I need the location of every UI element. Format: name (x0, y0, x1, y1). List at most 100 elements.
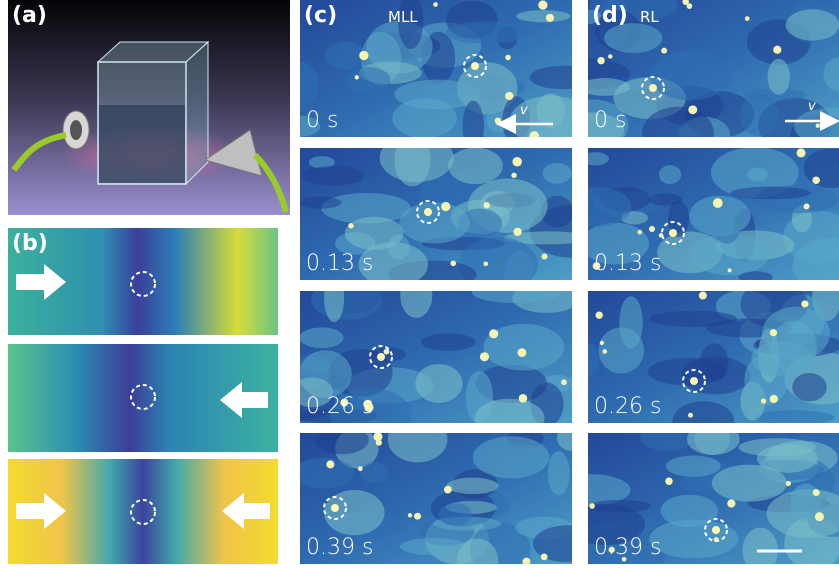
frame: 0.13 s (564, 146, 839, 292)
texture-patch (311, 279, 382, 319)
texture-patch (582, 152, 609, 165)
particle (770, 329, 777, 336)
frame: 0.13 s (299, 134, 610, 303)
texture-patch (325, 42, 365, 70)
frame: 0.26 s (264, 273, 580, 442)
texture-patch (640, 423, 695, 451)
texture-patch (739, 271, 773, 283)
particle (773, 46, 781, 54)
texture-patch (475, 399, 545, 438)
particle (424, 208, 432, 216)
particle (665, 477, 672, 484)
mode-label: RL (640, 8, 659, 26)
particle (519, 394, 528, 403)
texture-patch (302, 166, 364, 186)
particle (495, 118, 501, 124)
particle (450, 261, 456, 267)
texture-patch (757, 444, 818, 473)
texture-patch (299, 196, 341, 208)
particle (511, 173, 516, 178)
texture-patch (748, 168, 768, 182)
texture-patch (446, 21, 528, 43)
texture-patch (324, 274, 344, 323)
texture-patch (730, 187, 810, 200)
time-label: 0.26 s (594, 394, 661, 419)
time-label: 0.13 s (306, 251, 373, 276)
particle (690, 377, 698, 385)
texture-patch (299, 327, 343, 348)
particle (699, 292, 707, 300)
velocity-label: v (808, 99, 816, 114)
mode-label: MLL (388, 8, 418, 26)
texture-patch (557, 425, 584, 451)
particle (546, 14, 554, 22)
particle (688, 105, 697, 114)
particle (813, 489, 820, 496)
texture-patch (576, 343, 599, 376)
particle (801, 300, 808, 307)
particle (761, 398, 766, 403)
frames: 0 s0.13 s0.26 s0.39 s0 s0.13 s0.26 s0.39… (264, 0, 839, 564)
texture-patch (394, 80, 480, 109)
frame: 0.39 s (292, 416, 601, 564)
particle (541, 553, 548, 560)
texture-patch (459, 237, 538, 292)
texture-patch (292, 458, 355, 489)
particle (561, 379, 567, 385)
texture-patch (415, 364, 462, 403)
particle (331, 504, 339, 512)
particle (505, 92, 513, 100)
time-label: 0.39 s (594, 535, 661, 560)
panel-label: (c) (304, 3, 337, 28)
time-label: 0.13 s (594, 251, 661, 276)
particle (600, 341, 604, 345)
texture-patch (543, 163, 572, 184)
particle (326, 460, 334, 468)
particle (804, 203, 810, 209)
panel-label: (b) (12, 231, 48, 256)
particle (483, 261, 488, 266)
particle (797, 148, 806, 157)
particle (484, 202, 490, 208)
particle (541, 253, 547, 259)
particle (408, 513, 412, 517)
particle (649, 84, 657, 92)
liquid (99, 105, 185, 183)
particle (727, 499, 735, 507)
time-label: 0 s (306, 108, 338, 133)
texture-patch (421, 333, 476, 350)
panel-a: (a) (8, 0, 290, 215)
time-label: 0 s (594, 108, 626, 133)
particle (589, 503, 595, 509)
panel-label: (d) (592, 3, 628, 28)
particle (355, 75, 359, 79)
texture-patch (659, 165, 681, 184)
figure: (a) (b) 0 s0.13 s0.26 s0.39 s0 s0.13 s0.… (0, 0, 839, 564)
frame: 0.26 s (576, 271, 839, 441)
particle (649, 226, 655, 232)
texture-patch (360, 462, 389, 483)
texture-patch (786, 9, 839, 40)
texture-patch (346, 67, 391, 94)
texture-patch (666, 456, 721, 477)
texture-patch (516, 10, 570, 22)
texture-patch (394, 134, 430, 187)
left-lens-core (70, 120, 82, 140)
texture-patch (679, 475, 714, 492)
particle (384, 349, 390, 355)
panel-label: (a) (12, 3, 47, 28)
particle (359, 51, 368, 60)
texture-patch (687, 423, 740, 455)
particle (512, 157, 521, 166)
texture-patch (548, 451, 570, 495)
panel-b: (b) (8, 228, 278, 564)
particle (815, 512, 824, 521)
particle (745, 16, 750, 21)
particle (441, 202, 450, 211)
particle (505, 55, 510, 60)
time-label: 0.26 s (306, 394, 373, 419)
texture-patch (463, 101, 484, 153)
particle (661, 48, 667, 54)
particle (348, 223, 353, 228)
texture-patch (315, 426, 368, 455)
